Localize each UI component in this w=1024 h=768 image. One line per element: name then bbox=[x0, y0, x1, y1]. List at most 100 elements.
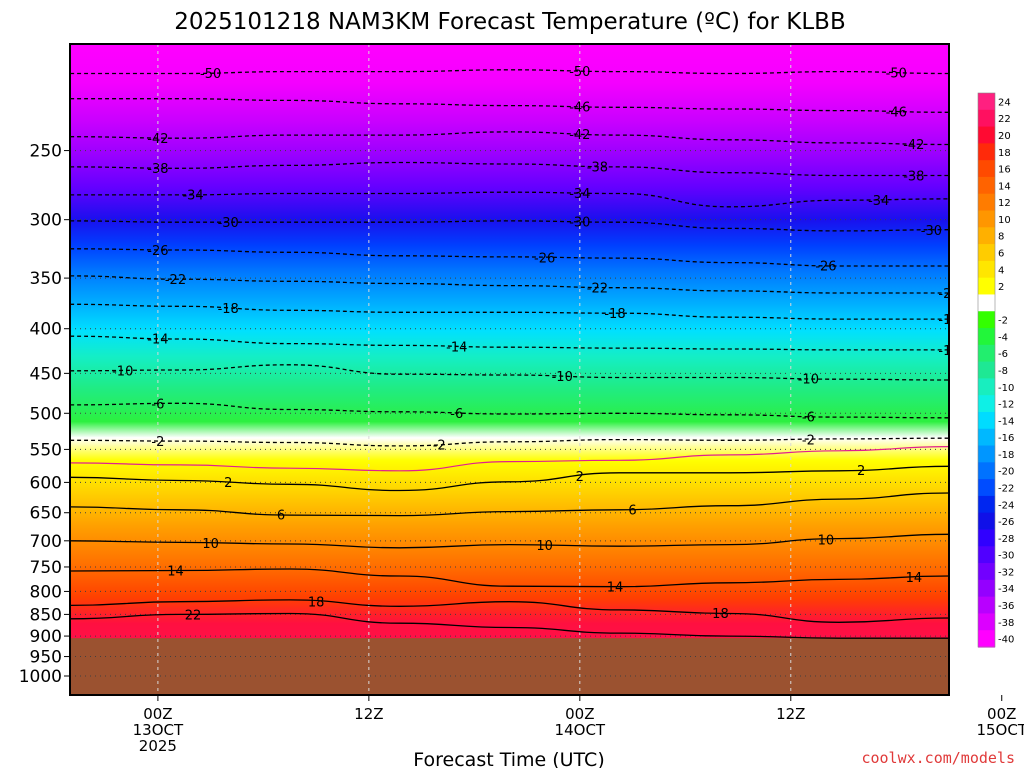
contour-label--10: -10 bbox=[112, 364, 133, 379]
contour-label--50: -50 bbox=[200, 67, 221, 82]
contour-label--46: -46 bbox=[886, 106, 907, 121]
colorbar-label-10: 10 bbox=[998, 215, 1011, 226]
x-tick-label-4-0: 00Z bbox=[987, 705, 1016, 723]
colorbar-swatch bbox=[978, 344, 995, 363]
colorbar-label--8: -8 bbox=[998, 366, 1008, 377]
contour-line--6 bbox=[70, 402, 949, 419]
contour-label--30: -30 bbox=[921, 224, 942, 239]
colorbar-label--12: -12 bbox=[998, 400, 1014, 411]
contour-line--2 bbox=[70, 437, 949, 447]
colorbar-label--10: -10 bbox=[998, 383, 1014, 394]
colorbar-swatch bbox=[978, 411, 995, 430]
y-tick-label-950: 950 bbox=[30, 648, 62, 668]
contour-label--34: -34 bbox=[569, 187, 590, 202]
contour-label-10: 10 bbox=[818, 533, 835, 548]
colorbar-label--40: -40 bbox=[998, 635, 1014, 646]
contour-label--42: -42 bbox=[569, 128, 590, 143]
contour-line-0 bbox=[70, 446, 949, 472]
y-tick-label-600: 600 bbox=[30, 473, 62, 493]
colorbar-swatch bbox=[978, 160, 995, 178]
colorbar-swatch bbox=[978, 294, 995, 312]
y-tick-label-700: 700 bbox=[30, 532, 62, 552]
y-tick-label-350: 350 bbox=[30, 269, 62, 289]
contour-label--18: -18 bbox=[938, 313, 959, 328]
colorbar-swatch bbox=[978, 361, 995, 379]
y-tick-label-900: 900 bbox=[30, 627, 62, 647]
contour-line-18 bbox=[70, 599, 949, 623]
contour-line--30 bbox=[70, 220, 949, 232]
contour-label-2: 2 bbox=[857, 464, 865, 479]
contour-label-18: 18 bbox=[712, 607, 729, 622]
colorbar-swatch bbox=[978, 277, 995, 296]
colorbar-label-8: 8 bbox=[998, 232, 1004, 243]
colorbar-label-4: 4 bbox=[998, 265, 1004, 276]
colorbar-swatch bbox=[978, 395, 995, 413]
colorbar-label-22: 22 bbox=[998, 114, 1011, 125]
colorbar-label-24: 24 bbox=[998, 97, 1011, 108]
contour-label-22: 22 bbox=[185, 608, 202, 623]
y-tick-label-750: 750 bbox=[30, 558, 62, 578]
colorbar-label--6: -6 bbox=[998, 349, 1008, 360]
colorbar-label--16: -16 bbox=[998, 433, 1014, 444]
contour-label--10: -10 bbox=[552, 370, 573, 385]
contour-label--22: -22 bbox=[587, 281, 608, 296]
temperature-field bbox=[70, 44, 949, 695]
colorbar-swatch bbox=[978, 546, 995, 564]
colorbar-label--28: -28 bbox=[998, 534, 1014, 545]
colorbar-swatch bbox=[978, 328, 995, 346]
contour-label-18: 18 bbox=[308, 595, 325, 610]
colorbar-swatch bbox=[978, 244, 995, 262]
contour-label--22: -22 bbox=[938, 287, 959, 302]
colorbar-swatch bbox=[978, 579, 995, 598]
contour-label--38: -38 bbox=[587, 160, 608, 175]
color-legend: 24 22 20 18 16 14 12 10 8 6 4 2 -2 -4 -6 -8 -10 -12 -14 -16… bbox=[977, 92, 1014, 648]
x-tick-label-0-1: 13OCT bbox=[133, 721, 184, 739]
contour-label-10: 10 bbox=[202, 537, 219, 552]
chart-title: 2025101218 NAM3KM Forecast Temperature (… bbox=[174, 9, 845, 35]
colorbar-swatch bbox=[978, 93, 995, 111]
colorbar-label--4: -4 bbox=[998, 332, 1008, 343]
y-tick-label-800: 800 bbox=[30, 582, 62, 602]
colorbar-label--2: -2 bbox=[998, 316, 1008, 327]
colorbar-swatch bbox=[978, 210, 995, 228]
x-tick-label-2-0: 00Z bbox=[565, 705, 594, 723]
contour-label-2: 2 bbox=[224, 476, 232, 491]
colorbar-label--24: -24 bbox=[998, 500, 1014, 511]
colorbar-swatch bbox=[978, 428, 995, 447]
contour-label--50: -50 bbox=[886, 67, 907, 82]
colorbar-label--22: -22 bbox=[998, 484, 1014, 495]
colorbar-swatch bbox=[978, 445, 995, 463]
contour-label-14: 14 bbox=[906, 571, 923, 586]
contour-label--18: -18 bbox=[218, 302, 239, 317]
colorbar-swatch bbox=[978, 462, 995, 480]
contour-label--14: -14 bbox=[446, 340, 467, 355]
colorbar-swatch bbox=[978, 143, 995, 161]
colorbar-swatch bbox=[978, 529, 995, 547]
contour-line-2 bbox=[70, 465, 949, 492]
y-tick-label-550: 550 bbox=[30, 440, 62, 460]
contour-line--26 bbox=[70, 248, 949, 267]
colorbar-swatch bbox=[978, 630, 995, 648]
contour-label--50: -50 bbox=[569, 65, 590, 80]
colorbar-swatch bbox=[978, 109, 995, 128]
y-tick-label-400: 400 bbox=[30, 320, 62, 340]
y-tick-label-650: 650 bbox=[30, 504, 62, 524]
contour-label--6: -6 bbox=[450, 407, 463, 422]
colorbar-swatch bbox=[978, 495, 995, 514]
contour-label-14: 14 bbox=[167, 565, 184, 580]
contour-label--38: -38 bbox=[147, 162, 168, 177]
contour-label--2: -2 bbox=[151, 435, 164, 450]
contour-label--42: -42 bbox=[903, 138, 924, 153]
x-tick-label-3-0: 12Z bbox=[776, 705, 805, 723]
contour-label--38: -38 bbox=[903, 170, 924, 185]
contour-line--10 bbox=[70, 364, 949, 381]
colorbar-label-14: 14 bbox=[998, 181, 1011, 192]
contour-label--22: -22 bbox=[165, 273, 186, 288]
colorbar-swatch bbox=[978, 596, 995, 615]
contour-label--2: -2 bbox=[802, 433, 815, 448]
contour-label--30: -30 bbox=[218, 216, 239, 231]
contour-line--22 bbox=[70, 275, 949, 294]
colorbar-frame bbox=[977, 92, 996, 648]
x-tick-label-0-0: 00Z bbox=[143, 705, 172, 723]
